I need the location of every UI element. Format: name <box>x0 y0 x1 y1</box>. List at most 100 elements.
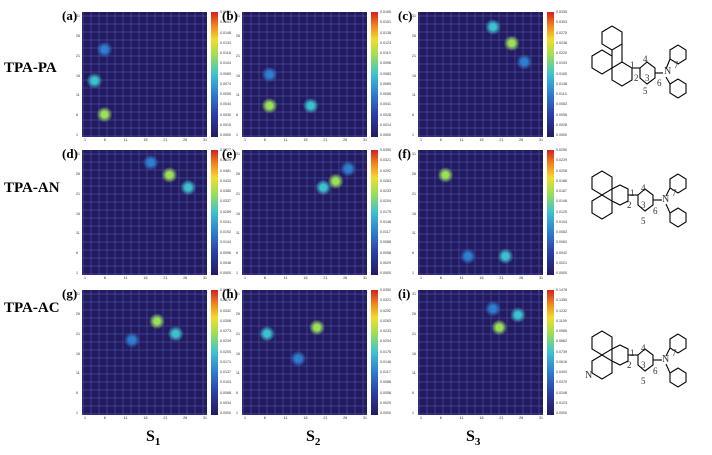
colorbar-tick-label: 0.0385 <box>220 189 231 193</box>
heatmap <box>82 12 207 137</box>
x-tick-label: 6 <box>439 138 442 142</box>
y-tick-label: 21 <box>76 191 80 196</box>
x-tick-label: 21 <box>323 276 328 280</box>
y-tick-label: 16 <box>412 351 416 356</box>
x-tick-label: 31 <box>539 416 543 420</box>
x-tick-label: 21 <box>323 138 328 142</box>
x-tick-label: 6 <box>103 138 106 142</box>
colorbar-tick-label: 0.0138 <box>556 81 567 86</box>
mol1-num-7: 7 <box>674 60 679 70</box>
colorbar-tick-label: 0.1232 <box>556 308 567 313</box>
y-tick-label: 16 <box>76 351 80 356</box>
colorbar-tick-label: 0.0350 <box>380 148 391 152</box>
colorbar-tick-label: 0.0110 <box>380 51 391 55</box>
x-tick-label: 26 <box>519 416 524 420</box>
row-label-tpa-an: TPA-AN <box>4 180 60 196</box>
y-tick-label: 26 <box>412 171 416 176</box>
y-tick-label: 26 <box>76 311 80 316</box>
colorbar-tick-label: 0.0000 <box>380 271 391 275</box>
colorbar-tick-label: 0.0376 <box>220 298 231 303</box>
y-tick-label: 11 <box>236 93 240 98</box>
y-tick-label: 6 <box>412 391 414 396</box>
colorbar-tick-label: 0.0034 <box>220 400 231 405</box>
y-tick-label: 31 <box>236 152 240 156</box>
y-tick-label: 11 <box>76 93 80 98</box>
colorbar-tick-label: 0.0125 <box>556 209 567 214</box>
amine-n-label-3: N <box>662 354 670 365</box>
y-tick-label: 26 <box>236 311 240 316</box>
row-label-tpa-ac: TPA-AC <box>4 300 60 316</box>
panel-label: (h) <box>222 286 238 301</box>
colorbar-tick-label: 0.0068 <box>220 390 231 395</box>
heatmap <box>242 12 367 137</box>
mol3-num-7: 7 <box>672 348 677 358</box>
x-tick-label: 21 <box>499 276 504 280</box>
colorbar-tick-label: 0.0083 <box>380 71 391 76</box>
colorbar-tick-label: 0.0410 <box>220 288 231 292</box>
colorbar <box>547 290 554 415</box>
colorbar-tick-label: 0.0041 <box>380 102 391 107</box>
y-tick-label: 31 <box>412 14 416 18</box>
colorbar-tick-label: 0.0275 <box>556 30 567 35</box>
y-tick-label: 21 <box>76 331 80 336</box>
panel-label: (g) <box>62 286 78 301</box>
colorbar-tick-label: 0.1355 <box>556 298 567 303</box>
x-tick-label: 26 <box>343 416 348 420</box>
colorbar <box>547 12 554 137</box>
y-tick-label: 1 <box>412 411 414 415</box>
x-tick-label: 26 <box>183 276 188 280</box>
colorbar-tick-label: 0.0083 <box>556 102 567 107</box>
panel-label: (a) <box>62 8 78 23</box>
colorbar-tick-label: 0.0178 <box>220 10 231 14</box>
x-tick-label: 6 <box>439 416 442 420</box>
y-tick-label: 1 <box>236 271 238 275</box>
x-tick-label: 1 <box>84 416 86 420</box>
molecule-tpa-an <box>591 170 687 228</box>
x-tick-label: 26 <box>519 276 524 280</box>
colorbar-tick-label: 0.0088 <box>380 380 391 385</box>
colorbar-tick-label: 0.0321 <box>380 298 391 303</box>
colorbar-tick-label: 0.0055 <box>380 92 391 96</box>
colorbar-tick-label: 0.0175 <box>380 349 391 354</box>
colorbar-tick-label: 0.0739 <box>556 349 567 354</box>
y-tick-label: 11 <box>76 231 80 236</box>
panel-label: (f) <box>398 146 411 161</box>
y-tick-label: 11 <box>236 371 240 376</box>
mol3-num-2: 2 <box>627 360 632 370</box>
y-tick-label: 11 <box>76 371 80 376</box>
colorbar-tick-label: 0.0058 <box>380 390 391 395</box>
colorbar-tick-label: 0.1478 <box>556 288 567 292</box>
y-tick-label: 21 <box>412 53 416 58</box>
colorbar-tick-label: 0.0370 <box>556 380 567 385</box>
mol3-num-6: 6 <box>653 366 658 376</box>
y-tick-label: 16 <box>412 73 416 78</box>
mol2-num-5: 5 <box>641 216 646 226</box>
colorbar-tick-label: 0.0248 <box>556 40 567 45</box>
x-tick-label: 21 <box>163 276 168 280</box>
heatmap <box>82 150 207 275</box>
colorbar-tick-label: 0.0292 <box>380 308 391 313</box>
colorbar <box>547 150 554 275</box>
x-tick-label: 16 <box>143 416 148 420</box>
y-tick-label: 31 <box>412 152 416 156</box>
colorbar <box>371 150 378 275</box>
molecule-tpa-ac <box>591 330 687 388</box>
colorbar-tick-label: 0.0529 <box>220 158 231 163</box>
x-tick-label: 16 <box>303 138 308 142</box>
x-tick-label: 6 <box>263 416 266 420</box>
x-tick-label: 26 <box>343 138 348 142</box>
y-tick-label: 16 <box>236 73 240 78</box>
y-tick-label: 16 <box>412 211 416 216</box>
colorbar-tick-label: 0.0069 <box>380 81 391 86</box>
y-tick-label: 6 <box>76 391 78 396</box>
colorbar-tick-label: 0.0204 <box>380 339 391 344</box>
x-tick-label: 11 <box>123 416 128 420</box>
panel-label: (e) <box>222 146 237 161</box>
colorbar-tick-label: 0.0117 <box>380 230 391 234</box>
colorbar-tick-label: 0.0481 <box>220 168 231 173</box>
x-tick-label: 31 <box>363 138 367 142</box>
y-tick-label: 6 <box>236 251 238 256</box>
colorbar-tick-label: 0.0096 <box>220 250 231 255</box>
colorbar-tick-label: 0.0985 <box>556 329 567 333</box>
y-tick-label: 6 <box>412 113 414 118</box>
